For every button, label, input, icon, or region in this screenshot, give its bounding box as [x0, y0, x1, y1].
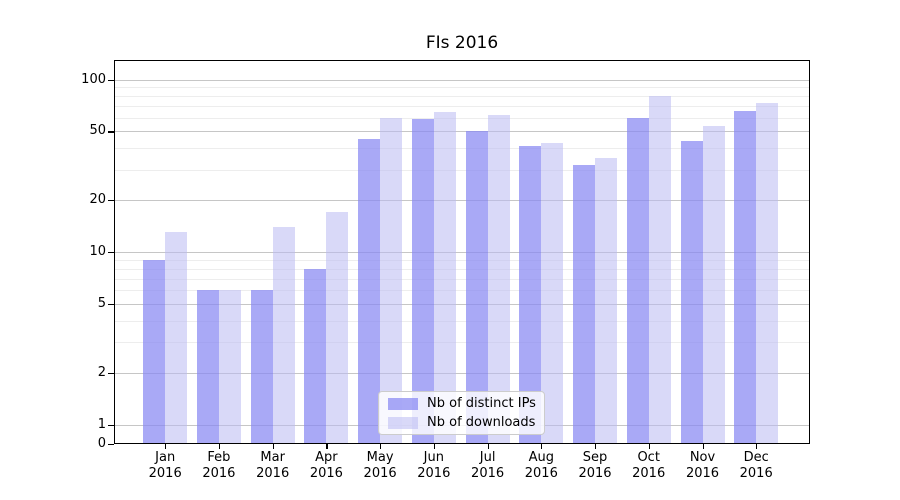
y-tick-label-1: 1 — [97, 416, 106, 432]
x-tick-mark-jun — [433, 444, 435, 449]
x-tick-mark-jan — [165, 444, 167, 449]
bar-distinct-ips-jul — [465, 131, 488, 444]
bar-downloads-oct — [648, 96, 671, 444]
y-tick-mark-50 — [108, 131, 114, 133]
legend: Nb of distinct IPs Nb of downloads — [378, 391, 545, 435]
gridline-minor-80 — [114, 96, 810, 98]
bar-downloads-jun — [433, 111, 456, 444]
bar-distinct-ips-feb — [196, 290, 219, 444]
bar-distinct-ips-apr — [304, 268, 327, 444]
y-tick-label-2: 2 — [97, 364, 106, 380]
legend-label-distinct-ips: Nb of distinct IPs — [427, 396, 536, 411]
gridline-minor-30 — [114, 169, 810, 171]
gridline-minor-7 — [114, 278, 810, 280]
y-tick-mark-10 — [108, 252, 114, 254]
gridline-major-20 — [114, 200, 810, 202]
gridline-minor-60 — [114, 117, 810, 119]
bar-distinct-ips-may — [358, 139, 381, 444]
bar-downloads-nov — [702, 125, 725, 444]
x-tick-label-may: May 2016 — [363, 450, 397, 481]
y-tick-label-10: 10 — [89, 244, 106, 259]
bar-distinct-ips-aug — [519, 146, 542, 444]
y-tick-label-5: 5 — [97, 295, 106, 311]
gridline-major-5 — [114, 303, 810, 305]
x-tick-label-mar: Mar 2016 — [256, 450, 290, 481]
x-tick-mark-apr — [326, 444, 328, 449]
y-tick-mark-20 — [108, 200, 114, 202]
y-tick-mark-0 — [108, 444, 114, 446]
bar-downloads-sep — [595, 158, 617, 444]
legend-swatch-distinct-ips — [388, 397, 418, 410]
gridline-minor-70 — [114, 106, 810, 108]
x-tick-label-oct: Oct 2016 — [632, 450, 666, 481]
x-tick-mark-aug — [541, 444, 543, 449]
x-tick-label-nov: Nov 2016 — [685, 450, 720, 481]
gridline-minor-9 — [114, 259, 810, 261]
x-tick-label-aug: Aug 2016 — [524, 450, 558, 481]
bar-distinct-ips-nov — [680, 141, 703, 444]
x-tick-label-feb: Feb 2016 — [202, 450, 236, 481]
bar-downloads-dec — [756, 103, 779, 444]
bar-downloads-apr — [326, 212, 349, 444]
gridline-major-50 — [114, 131, 810, 133]
x-tick-mark-nov — [702, 444, 704, 449]
gridline-minor-4 — [114, 320, 810, 322]
legend-item-distinct-ips: Nb of distinct IPs — [388, 396, 536, 411]
bar-downloads-feb — [218, 290, 241, 444]
gridline-minor-8 — [114, 268, 810, 270]
gridline-major-10 — [114, 252, 810, 253]
y-tick-label-0: 0 — [97, 436, 106, 451]
x-tick-label-jul: Jul 2016 — [471, 450, 505, 481]
x-tick-label-jun: Jun 2016 — [417, 450, 451, 481]
y-tick-mark-1 — [108, 424, 114, 426]
x-tick-mark-sep — [595, 444, 597, 449]
y-tick-mark-2 — [108, 372, 114, 374]
y-tick-label-100: 100 — [81, 71, 106, 87]
gridline-major-2 — [114, 372, 810, 374]
x-tick-mark-dec — [756, 444, 758, 449]
bar-distinct-ips-jun — [411, 119, 434, 444]
bar-downloads-mar — [272, 226, 295, 444]
bar-distinct-ips-jan — [143, 259, 166, 444]
gridline-minor-90 — [114, 87, 810, 89]
x-tick-label-dec: Dec 2016 — [739, 450, 773, 481]
gridline-minor-3 — [114, 342, 810, 344]
bar-distinct-ips-dec — [734, 110, 757, 444]
x-tick-mark-mar — [272, 444, 274, 449]
gridline-minor-6 — [114, 290, 810, 292]
plot-area — [114, 60, 810, 444]
bar-downloads-jan — [165, 232, 188, 444]
x-tick-label-jan: Jan 2016 — [148, 450, 182, 481]
bar-distinct-ips-sep — [573, 164, 595, 444]
y-tick-label-20: 20 — [89, 192, 106, 208]
bar-downloads-jul — [487, 115, 510, 444]
gridline-major-100 — [114, 79, 810, 81]
legend-label-downloads: Nb of downloads — [427, 415, 536, 430]
bar-downloads-aug — [541, 142, 564, 444]
y-tick-mark-100 — [108, 79, 114, 81]
x-tick-mark-may — [380, 444, 382, 449]
legend-item-downloads: Nb of downloads — [388, 415, 535, 430]
legend-swatch-downloads — [388, 416, 418, 429]
y-tick-label-50: 50 — [89, 123, 106, 139]
x-tick-mark-feb — [218, 444, 221, 449]
x-tick-mark-jul — [487, 444, 489, 449]
x-tick-label-sep: Sep 2016 — [578, 450, 612, 481]
bar-distinct-ips-mar — [250, 290, 273, 444]
x-tick-mark-oct — [648, 444, 650, 449]
y-tick-mark-5 — [108, 303, 114, 306]
gridline-minor-40 — [114, 148, 810, 150]
chart-title: FIs 2016 — [425, 33, 499, 53]
x-tick-label-apr: Apr 2016 — [309, 450, 343, 481]
bar-distinct-ips-oct — [626, 117, 649, 444]
bar-downloads-may — [380, 117, 403, 444]
